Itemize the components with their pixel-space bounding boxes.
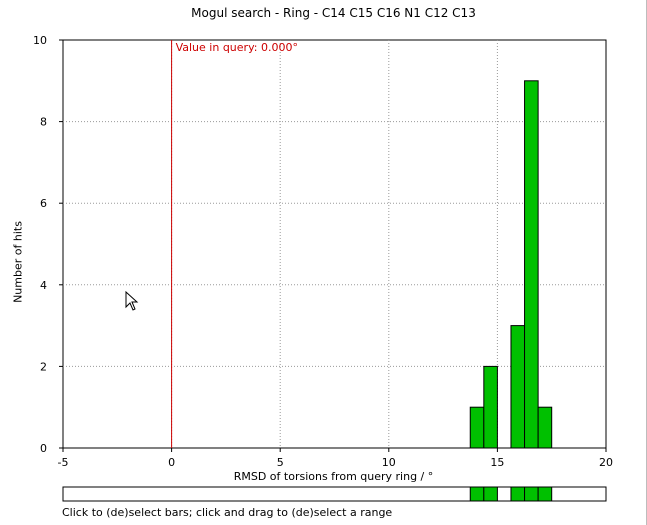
histogram-bar[interactable]	[483, 365, 498, 449]
x-tick-label: 0	[168, 456, 175, 469]
selector-strip-bar[interactable]	[510, 486, 526, 502]
x-tick-label: 5	[277, 456, 284, 469]
x-axis-ticks: -5 0 5 10 15 20	[58, 448, 613, 469]
selector-strip-bar[interactable]	[469, 486, 485, 502]
x-axis-label: RMSD of torsions from query ring / °	[233, 470, 434, 483]
y-axis-ticks: 0 2 4 6 8 10	[33, 34, 63, 455]
selector-strip-bar[interactable]	[483, 486, 498, 502]
x-tick-label: -5	[58, 456, 69, 469]
histogram-bar[interactable]	[537, 406, 553, 449]
histogram-bar[interactable]	[524, 80, 539, 449]
y-tick-label: 2	[40, 360, 47, 373]
selection-hint: Click to (de)select bars; click and drag…	[62, 506, 393, 519]
histogram-bars[interactable]	[469, 80, 553, 449]
mouse-pointer-icon	[125, 291, 139, 311]
x-tick-label: 10	[382, 456, 396, 469]
y-tick-label: 0	[40, 442, 47, 455]
x-tick-label: 20	[599, 456, 613, 469]
selector-strip-bar[interactable]	[524, 486, 539, 502]
y-axis-label: Number of hits	[11, 221, 25, 303]
query-value-label: Value in query: 0.000°	[176, 41, 298, 54]
y-tick-label: 6	[40, 197, 47, 210]
histogram-bar[interactable]	[510, 325, 526, 449]
selector-strip-bar[interactable]	[537, 486, 553, 502]
y-tick-label: 8	[40, 116, 47, 129]
x-tick-label: 15	[490, 456, 504, 469]
selector-strip-bars[interactable]	[469, 486, 553, 502]
y-tick-label: 4	[40, 279, 47, 292]
chart-title: Mogul search - Ring - C14 C15 C16 N1 C12…	[191, 6, 476, 20]
query-value-marker: Value in query: 0.000°	[171, 40, 298, 448]
histogram-bar[interactable]	[469, 406, 485, 449]
y-tick-label: 10	[33, 34, 47, 47]
